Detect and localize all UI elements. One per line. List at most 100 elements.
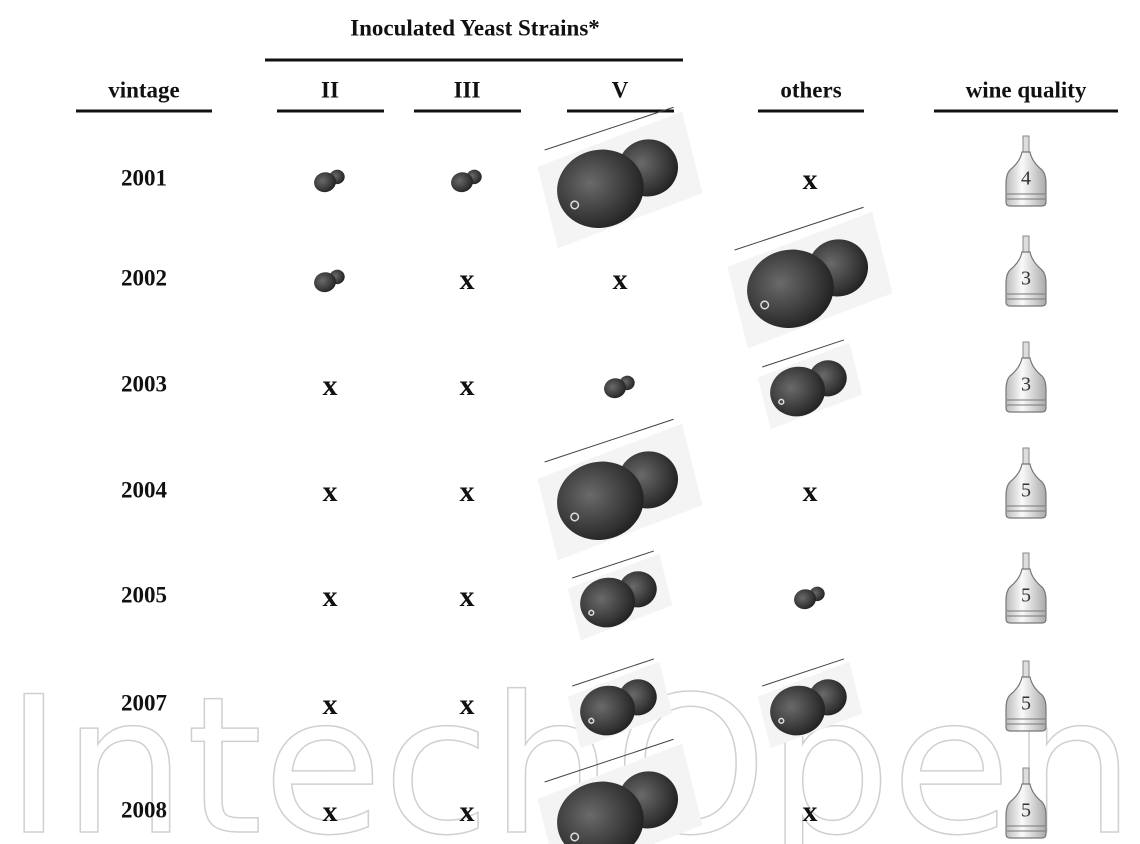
yeast-edge <box>572 550 655 579</box>
column-header: vintage <box>108 77 180 102</box>
absent-mark: x <box>323 795 338 828</box>
yeast-cell <box>770 685 826 736</box>
bottle-body <box>1005 357 1047 413</box>
yeast-edge <box>544 418 674 463</box>
column-header: III <box>454 77 481 102</box>
absent-mark: x <box>460 580 475 613</box>
yeast-edge <box>572 658 655 687</box>
yeast-cell <box>557 461 644 540</box>
yeast-cell <box>604 378 627 399</box>
yeast-edge <box>544 106 674 151</box>
yeast-icon <box>604 375 635 399</box>
absent-mark: x <box>323 475 338 508</box>
absent-mark: x <box>613 263 628 296</box>
bottle-icon: 3 <box>1005 235 1047 307</box>
yeast-cell <box>557 781 644 844</box>
yeast-icon <box>727 206 893 349</box>
absent-mark: x <box>460 795 475 828</box>
absent-mark: x <box>460 475 475 508</box>
yeast-icon <box>794 586 825 610</box>
yeast-cell <box>314 172 337 193</box>
vintage: 2002 <box>121 265 167 290</box>
absent-mark: x <box>803 163 818 196</box>
yeast-spot <box>778 717 785 724</box>
bottle-neck <box>1022 341 1030 359</box>
yeast-cell <box>580 685 636 736</box>
absent-mark: x <box>460 263 475 296</box>
yeast-spot <box>760 300 770 310</box>
quality-score: 5 <box>1021 585 1031 607</box>
bottle-icon: 5 <box>1005 660 1047 732</box>
yeast-icon <box>537 418 703 561</box>
column-header: V <box>612 77 629 102</box>
column-header: others <box>780 77 841 102</box>
yeast-icon <box>537 106 703 249</box>
bottle-neck <box>1022 660 1030 678</box>
quality-score: 5 <box>1021 480 1031 502</box>
absent-mark: x <box>460 369 475 402</box>
bottle-neck <box>1022 767 1030 785</box>
vintage: 2005 <box>121 582 167 607</box>
vintage: 2008 <box>121 797 167 822</box>
absent-mark: x <box>323 688 338 721</box>
vintage: 2004 <box>121 477 168 502</box>
yeast-spot <box>570 832 580 842</box>
yeast-cell <box>770 366 826 417</box>
yeast-spot <box>570 512 580 522</box>
yeast-icon <box>567 550 673 641</box>
group-header: Inoculated Yeast Strains* <box>350 15 600 40</box>
yeast-cell <box>451 172 474 193</box>
bottle-icon: 4 <box>1005 135 1047 207</box>
yeast-cell <box>314 272 337 293</box>
quality-score: 3 <box>1021 268 1031 290</box>
yeast-spot <box>588 609 595 616</box>
absent-mark: x <box>460 688 475 721</box>
yeast-cell <box>557 149 644 228</box>
absent-mark: x <box>323 369 338 402</box>
quality-score: 3 <box>1021 374 1031 396</box>
vintage: 2001 <box>121 165 167 190</box>
yeast-edge <box>762 658 845 687</box>
bottle-icon: 3 <box>1005 341 1047 413</box>
quality-score: 5 <box>1021 693 1031 715</box>
bottle-body <box>1005 251 1047 307</box>
yeast-spot <box>588 717 595 724</box>
yeast-spot <box>778 398 785 405</box>
bottle-body <box>1005 676 1047 732</box>
bottle-neck <box>1022 552 1030 570</box>
yeast-icon <box>567 658 673 749</box>
yeast-cell <box>580 577 636 628</box>
yeast-edge <box>762 339 845 368</box>
yeast-icon <box>757 658 863 749</box>
yeast-icon <box>314 169 345 193</box>
yeast-icon <box>314 269 345 293</box>
quality-score: 4 <box>1021 168 1031 190</box>
bottle-body <box>1005 568 1047 624</box>
bottle-icon: 5 <box>1005 767 1047 839</box>
yeast-icon <box>451 169 482 193</box>
bottle-neck <box>1022 447 1030 465</box>
yeast-cell <box>747 249 834 328</box>
bottle-body <box>1005 463 1047 519</box>
column-header: II <box>321 77 339 102</box>
bottle-icon: 5 <box>1005 552 1047 624</box>
vintage: 2003 <box>121 371 167 396</box>
bottle-body <box>1005 783 1047 839</box>
absent-mark: x <box>323 580 338 613</box>
bottle-neck <box>1022 135 1030 153</box>
vintage: 2007 <box>121 690 167 715</box>
absent-mark: x <box>803 475 818 508</box>
column-header: wine quality <box>966 77 1087 102</box>
yeast-edge <box>544 738 674 783</box>
yeast-spot <box>570 200 580 210</box>
absent-mark: x <box>803 795 818 828</box>
bottle-neck <box>1022 235 1030 253</box>
bottle-icon: 5 <box>1005 447 1047 519</box>
yeast-edge <box>734 206 864 251</box>
bottle-body <box>1005 151 1047 207</box>
yeast-icon <box>537 738 703 844</box>
yeast-icon <box>757 339 863 430</box>
quality-score: 5 <box>1021 800 1031 822</box>
yeast-cell <box>794 589 817 610</box>
